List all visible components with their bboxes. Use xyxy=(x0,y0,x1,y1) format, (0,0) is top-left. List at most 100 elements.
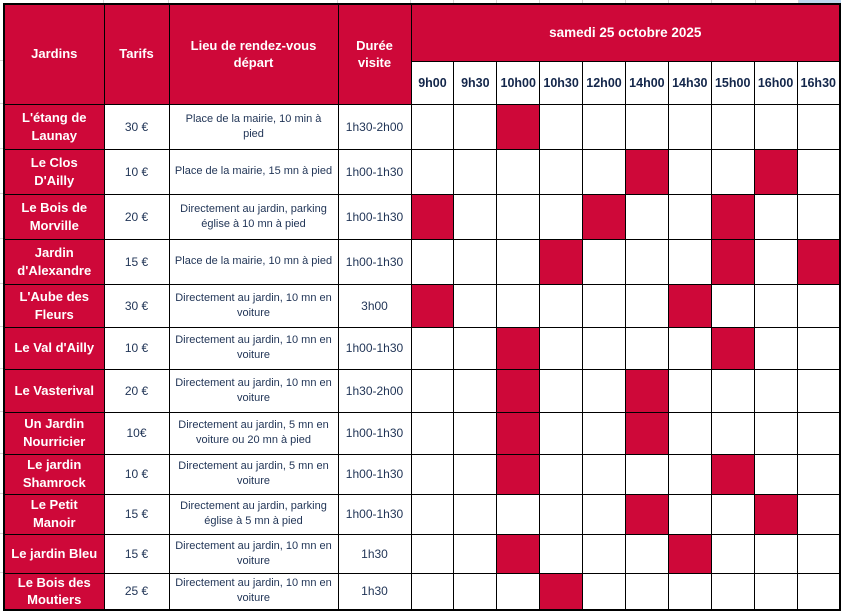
slot-9h30[interactable] xyxy=(453,283,498,328)
duree-cell[interactable]: 1h00-1h30 xyxy=(337,148,412,195)
slot-9h00[interactable] xyxy=(410,572,455,611)
lieu-cell[interactable]: Directement au jardin, 10 mn en voiture xyxy=(168,533,339,574)
slot-10h00[interactable] xyxy=(496,148,541,195)
slot-14h30[interactable] xyxy=(667,411,712,455)
slot-10h30[interactable] xyxy=(539,326,584,370)
tarif-cell[interactable]: 10 € xyxy=(103,148,170,195)
slot-14h00[interactable] xyxy=(624,238,669,285)
duree-cell[interactable]: 1h00-1h30 xyxy=(337,238,412,285)
slot-10h30[interactable] xyxy=(539,148,584,195)
slot-10h30[interactable] xyxy=(539,453,584,495)
slot-10h00[interactable] xyxy=(496,411,541,455)
slot-16h30[interactable] xyxy=(796,572,841,611)
slot-12h00[interactable] xyxy=(582,193,626,240)
slot-9h30[interactable] xyxy=(453,326,498,370)
slot-9h00[interactable] xyxy=(410,493,455,535)
slot-14h00[interactable] xyxy=(624,368,669,413)
slot-16h30[interactable] xyxy=(796,283,841,328)
slot-10h00[interactable] xyxy=(496,533,541,574)
slot-9h00[interactable] xyxy=(410,326,455,370)
duree-cell[interactable]: 3h00 xyxy=(337,283,412,328)
slot-10h00[interactable] xyxy=(496,493,541,535)
slot-10h30[interactable] xyxy=(539,533,584,574)
slot-16h00[interactable] xyxy=(753,103,798,150)
tarif-cell[interactable]: 20 € xyxy=(103,368,170,413)
lieu-cell[interactable]: Place de la mairie, 10 min à pied xyxy=(168,103,339,150)
lieu-cell[interactable]: Directement au jardin, 10 mn en voiture xyxy=(168,368,339,413)
garden-name-cell[interactable]: Le jardin Bleu xyxy=(3,533,105,574)
slot-14h30[interactable] xyxy=(667,326,712,370)
slot-12h00[interactable] xyxy=(582,572,626,611)
slot-16h00[interactable] xyxy=(753,238,798,285)
tarif-cell[interactable]: 25 € xyxy=(103,572,170,611)
slot-9h30[interactable] xyxy=(453,368,498,413)
slot-9h30[interactable] xyxy=(453,238,498,285)
slot-15h00[interactable] xyxy=(710,453,755,495)
slot-15h00[interactable] xyxy=(710,572,755,611)
slot-9h00[interactable] xyxy=(410,148,455,195)
slot-12h00[interactable] xyxy=(582,368,626,413)
slot-9h00[interactable] xyxy=(410,453,455,495)
tarif-cell[interactable]: 30 € xyxy=(103,103,170,150)
lieu-cell[interactable]: Place de la mairie, 15 mn à pied xyxy=(168,148,339,195)
slot-16h00[interactable] xyxy=(753,411,798,455)
slot-16h00[interactable] xyxy=(753,283,798,328)
slot-14h00[interactable] xyxy=(624,193,669,240)
slot-15h00[interactable] xyxy=(710,411,755,455)
slot-12h00[interactable] xyxy=(582,411,626,455)
slot-9h00[interactable] xyxy=(410,193,455,240)
duree-cell[interactable]: 1h00-1h30 xyxy=(337,193,412,240)
lieu-cell[interactable]: Place de la mairie, 10 mn à pied xyxy=(168,238,339,285)
duree-cell[interactable]: 1h00-1h30 xyxy=(337,326,412,370)
slot-12h00[interactable] xyxy=(582,103,626,150)
slot-9h30[interactable] xyxy=(453,493,498,535)
slot-10h30[interactable] xyxy=(539,103,584,150)
slot-16h00[interactable] xyxy=(753,368,798,413)
slot-14h00[interactable] xyxy=(624,572,669,611)
slot-16h30[interactable] xyxy=(796,533,841,574)
slot-9h30[interactable] xyxy=(453,193,498,240)
duree-cell[interactable]: 1h00-1h30 xyxy=(337,493,412,535)
slot-10h00[interactable] xyxy=(496,368,541,413)
tarif-cell[interactable]: 15 € xyxy=(103,533,170,574)
duree-cell[interactable]: 1h30 xyxy=(337,533,412,574)
lieu-cell[interactable]: Directement au jardin, parking église à … xyxy=(168,193,339,240)
tarif-cell[interactable]: 20 € xyxy=(103,193,170,240)
slot-9h00[interactable] xyxy=(410,368,455,413)
slot-16h30[interactable] xyxy=(796,493,841,535)
slot-10h00[interactable] xyxy=(496,453,541,495)
slot-16h30[interactable] xyxy=(796,238,841,285)
slot-14h00[interactable] xyxy=(624,533,669,574)
garden-name-cell[interactable]: Le Clos D'Ailly xyxy=(3,148,105,195)
duree-cell[interactable]: 1h00-1h30 xyxy=(337,411,412,455)
slot-14h00[interactable] xyxy=(624,283,669,328)
tarif-cell[interactable]: 15 € xyxy=(103,238,170,285)
slot-15h00[interactable] xyxy=(710,533,755,574)
slot-14h30[interactable] xyxy=(667,368,712,413)
tarif-cell[interactable]: 15 € xyxy=(103,493,170,535)
slot-12h00[interactable] xyxy=(582,533,626,574)
slot-9h00[interactable] xyxy=(410,533,455,574)
tarif-cell[interactable]: 10€ xyxy=(103,411,170,455)
slot-16h30[interactable] xyxy=(796,148,841,195)
slot-10h00[interactable] xyxy=(496,572,541,611)
slot-14h30[interactable] xyxy=(667,572,712,611)
slot-9h00[interactable] xyxy=(410,103,455,150)
slot-10h00[interactable] xyxy=(496,103,541,150)
slot-16h00[interactable] xyxy=(753,453,798,495)
slot-9h30[interactable] xyxy=(453,453,498,495)
slot-14h00[interactable] xyxy=(624,326,669,370)
slot-15h00[interactable] xyxy=(710,193,755,240)
lieu-cell[interactable]: Directement au jardin, 10 mn en voiture xyxy=(168,572,339,611)
duree-cell[interactable]: 1h30-2h00 xyxy=(337,368,412,413)
slot-10h00[interactable] xyxy=(496,238,541,285)
slot-15h00[interactable] xyxy=(710,368,755,413)
slot-12h00[interactable] xyxy=(582,326,626,370)
duree-cell[interactable]: 1h00-1h30 xyxy=(337,453,412,495)
lieu-cell[interactable]: Directement au jardin, 5 mn en voiture xyxy=(168,453,339,495)
garden-name-cell[interactable]: Jardin d'Alexandre xyxy=(3,238,105,285)
slot-9h00[interactable] xyxy=(410,411,455,455)
slot-15h00[interactable] xyxy=(710,493,755,535)
slot-10h00[interactable] xyxy=(496,326,541,370)
slot-16h00[interactable] xyxy=(753,493,798,535)
